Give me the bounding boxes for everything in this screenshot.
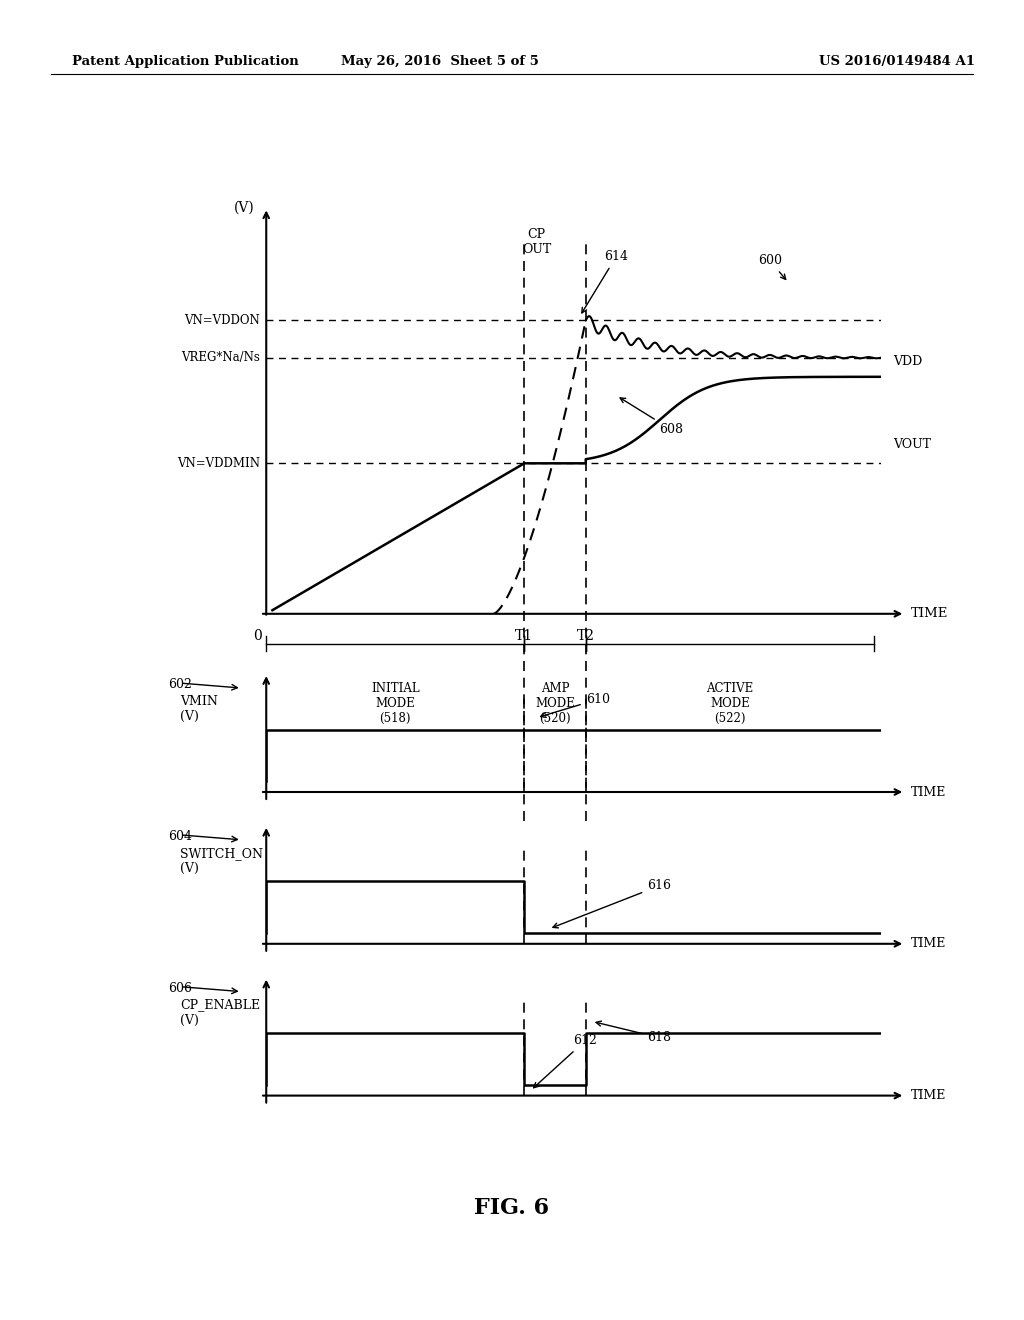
Text: TIME: TIME xyxy=(911,607,948,620)
Text: 0: 0 xyxy=(253,628,261,643)
Text: VN=VDDMIN: VN=VDDMIN xyxy=(177,457,260,470)
Text: 618: 618 xyxy=(596,1022,671,1044)
Text: VREG*Na/Ns: VREG*Na/Ns xyxy=(181,351,260,364)
Text: ACTIVE
MODE
(522): ACTIVE MODE (522) xyxy=(707,681,754,725)
Text: TIME: TIME xyxy=(911,1089,947,1102)
Text: T1: T1 xyxy=(515,628,534,643)
Text: AMP
MODE
(520): AMP MODE (520) xyxy=(536,681,574,725)
Text: 612: 612 xyxy=(534,1034,597,1088)
Text: TIME: TIME xyxy=(911,937,947,950)
Text: Patent Application Publication: Patent Application Publication xyxy=(72,55,298,69)
Text: INITIAL
MODE
(518): INITIAL MODE (518) xyxy=(371,681,420,725)
Text: VMIN
(V): VMIN (V) xyxy=(180,694,218,723)
Text: 610: 610 xyxy=(541,693,609,718)
Text: 602: 602 xyxy=(168,678,191,692)
Text: 608: 608 xyxy=(621,397,683,436)
Text: 616: 616 xyxy=(553,879,671,928)
Text: VDD: VDD xyxy=(893,355,923,368)
Text: VN=VDDON: VN=VDDON xyxy=(184,314,260,327)
Text: T2: T2 xyxy=(577,628,595,643)
Text: 614: 614 xyxy=(582,251,628,313)
Text: (V): (V) xyxy=(234,201,255,215)
Text: May 26, 2016  Sheet 5 of 5: May 26, 2016 Sheet 5 of 5 xyxy=(341,55,540,69)
Text: VOUT: VOUT xyxy=(893,438,931,451)
Text: CP
OUT: CP OUT xyxy=(522,228,551,256)
Text: 604: 604 xyxy=(168,830,191,843)
Text: US 2016/0149484 A1: US 2016/0149484 A1 xyxy=(819,55,975,69)
Text: FIG. 6: FIG. 6 xyxy=(474,1197,550,1218)
Text: CP_ENABLE
(V): CP_ENABLE (V) xyxy=(180,999,260,1027)
Text: 606: 606 xyxy=(168,982,191,995)
Text: 600: 600 xyxy=(758,253,785,280)
Text: SWITCH_ON
(V): SWITCH_ON (V) xyxy=(180,847,263,875)
Text: TIME: TIME xyxy=(911,785,947,799)
